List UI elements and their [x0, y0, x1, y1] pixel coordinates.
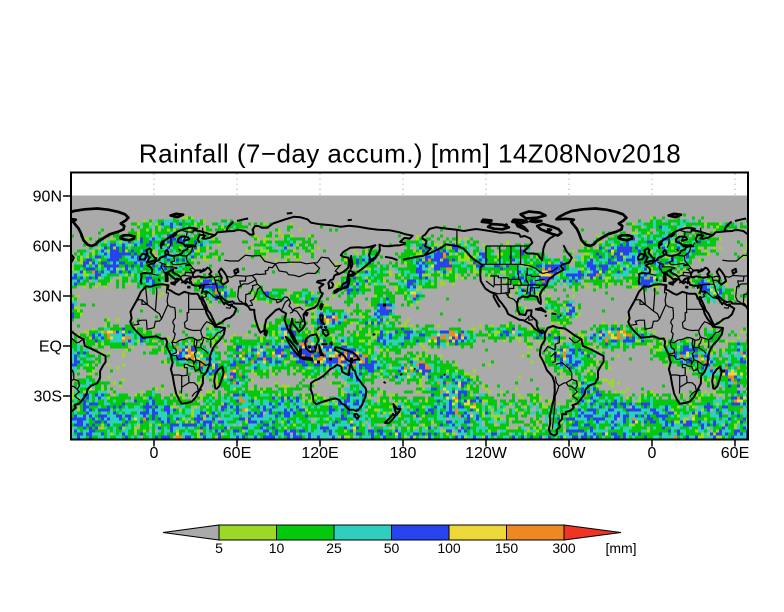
svg-text:25: 25: [326, 540, 342, 556]
svg-text:90N: 90N: [33, 189, 62, 206]
svg-text:Rainfall (7−day accum.) [mm] 1: Rainfall (7−day accum.) [mm] 14Z08Nov201…: [139, 139, 681, 169]
svg-text:60N: 60N: [33, 239, 62, 256]
svg-text:60E: 60E: [721, 445, 749, 462]
svg-text:EQ: EQ: [39, 339, 62, 356]
svg-text:100: 100: [437, 540, 461, 556]
svg-text:5: 5: [215, 540, 223, 556]
svg-text:60E: 60E: [223, 445, 251, 462]
svg-text:0: 0: [150, 445, 159, 462]
svg-text:120E: 120E: [301, 445, 338, 462]
svg-text:300: 300: [552, 540, 576, 556]
svg-text:180: 180: [390, 445, 417, 462]
svg-text:0: 0: [648, 445, 657, 462]
svg-text:50: 50: [384, 540, 400, 556]
svg-text:30N: 30N: [33, 289, 62, 306]
svg-text:60W: 60W: [553, 445, 587, 462]
svg-text:120W: 120W: [465, 445, 508, 462]
svg-text:150: 150: [495, 540, 519, 556]
svg-text:[mm]: [mm]: [605, 540, 636, 556]
svg-text:30S: 30S: [34, 389, 62, 406]
svg-text:10: 10: [269, 540, 285, 556]
